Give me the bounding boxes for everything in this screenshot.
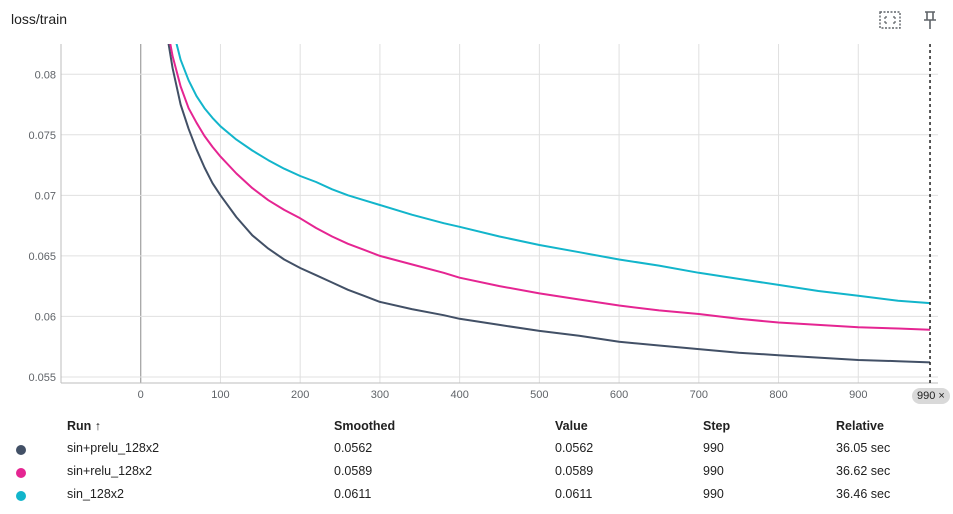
x-tick-label: 200 (291, 389, 309, 401)
run-color-dot (16, 468, 26, 478)
fit-domain-icon[interactable] (878, 8, 902, 32)
close-icon[interactable]: × (938, 390, 945, 402)
table-row[interactable]: sin+relu_128x2 0.0589 0.0589 990 36.62 s… (0, 460, 953, 483)
run-name: sin_128x2 (67, 487, 124, 501)
y-tick-label: 0.065 (28, 251, 56, 263)
raw-value: 0.0589 (555, 464, 594, 478)
relative-time: 36.05 sec (836, 441, 891, 455)
x-tick-label: 700 (690, 389, 708, 401)
x-tick-label: 0 (138, 389, 144, 401)
series-line-sin_128x2[interactable] (165, 36, 931, 305)
table-row[interactable]: sin+prelu_128x2 0.0562 0.0562 990 36.05 … (0, 437, 953, 460)
smoothed-value: 0.0611 (334, 487, 372, 501)
x-tick-label: 500 (530, 389, 548, 401)
y-tick-label: 0.08 (35, 69, 56, 81)
run-name: sin+relu_128x2 (67, 464, 153, 478)
relative-time: 36.46 sec (836, 487, 891, 501)
step-value: 990 (703, 487, 724, 501)
step-value: 990 (703, 441, 724, 455)
relative-time: 36.62 sec (836, 464, 891, 478)
header-run[interactable]: Run ↑ (67, 419, 101, 433)
hover-step-badge[interactable]: 990 × (912, 388, 950, 404)
hover-step-value: 990 (917, 390, 936, 402)
smoothed-value: 0.0562 (334, 441, 373, 455)
chart-series (165, 36, 931, 364)
pin-icon[interactable] (918, 8, 942, 32)
x-tick-label: 400 (450, 389, 468, 401)
raw-value: 0.0562 (555, 441, 594, 455)
x-tick-label: 300 (371, 389, 389, 401)
header-step[interactable]: Step (703, 419, 731, 433)
x-tick-label: 900 (849, 389, 867, 401)
run-color-dot (16, 491, 26, 501)
x-tick-label: 100 (211, 389, 229, 401)
run-name: sin+prelu_128x2 (67, 441, 160, 455)
x-tick-label: 800 (769, 389, 787, 401)
chart-title: loss/train (11, 11, 68, 27)
smoothed-value: 0.0589 (334, 464, 373, 478)
run-color-dot (16, 445, 26, 455)
pushpin-icon (924, 11, 936, 29)
y-tick-label: 0.06 (35, 311, 56, 323)
chart-tick-labels: 0 100 200 300 400 500 600 700 800 900 0.055 0.06 0.0… (28, 69, 867, 401)
raw-value: 0.0611 (555, 487, 593, 501)
y-tick-label: 0.055 (28, 372, 56, 384)
header-relative[interactable]: Relative (836, 419, 884, 433)
y-tick-label: 0.07 (35, 190, 56, 202)
header-value[interactable]: Value (555, 419, 588, 433)
x-tick-label: 600 (610, 389, 628, 401)
sort-arrow-icon: ↑ (94, 419, 102, 433)
expand-frame-icon (879, 11, 901, 29)
series-line-sin+relu_128x2[interactable] (165, 36, 931, 331)
series-line-sin+prelu_128x2[interactable] (165, 36, 931, 364)
y-tick-label: 0.075 (28, 130, 56, 142)
step-value: 990 (703, 464, 724, 478)
line-chart[interactable]: 0 100 200 300 400 500 600 700 800 900 0.055 0.06 0.0… (0, 36, 953, 406)
header-run-label: Run (67, 419, 92, 433)
chart-grid (61, 44, 938, 383)
table-row[interactable]: sin_128x2 0.0611 0.0611 990 36.46 sec (0, 483, 953, 506)
header-smoothed[interactable]: Smoothed (334, 419, 396, 433)
chart-axes (60, 44, 938, 384)
